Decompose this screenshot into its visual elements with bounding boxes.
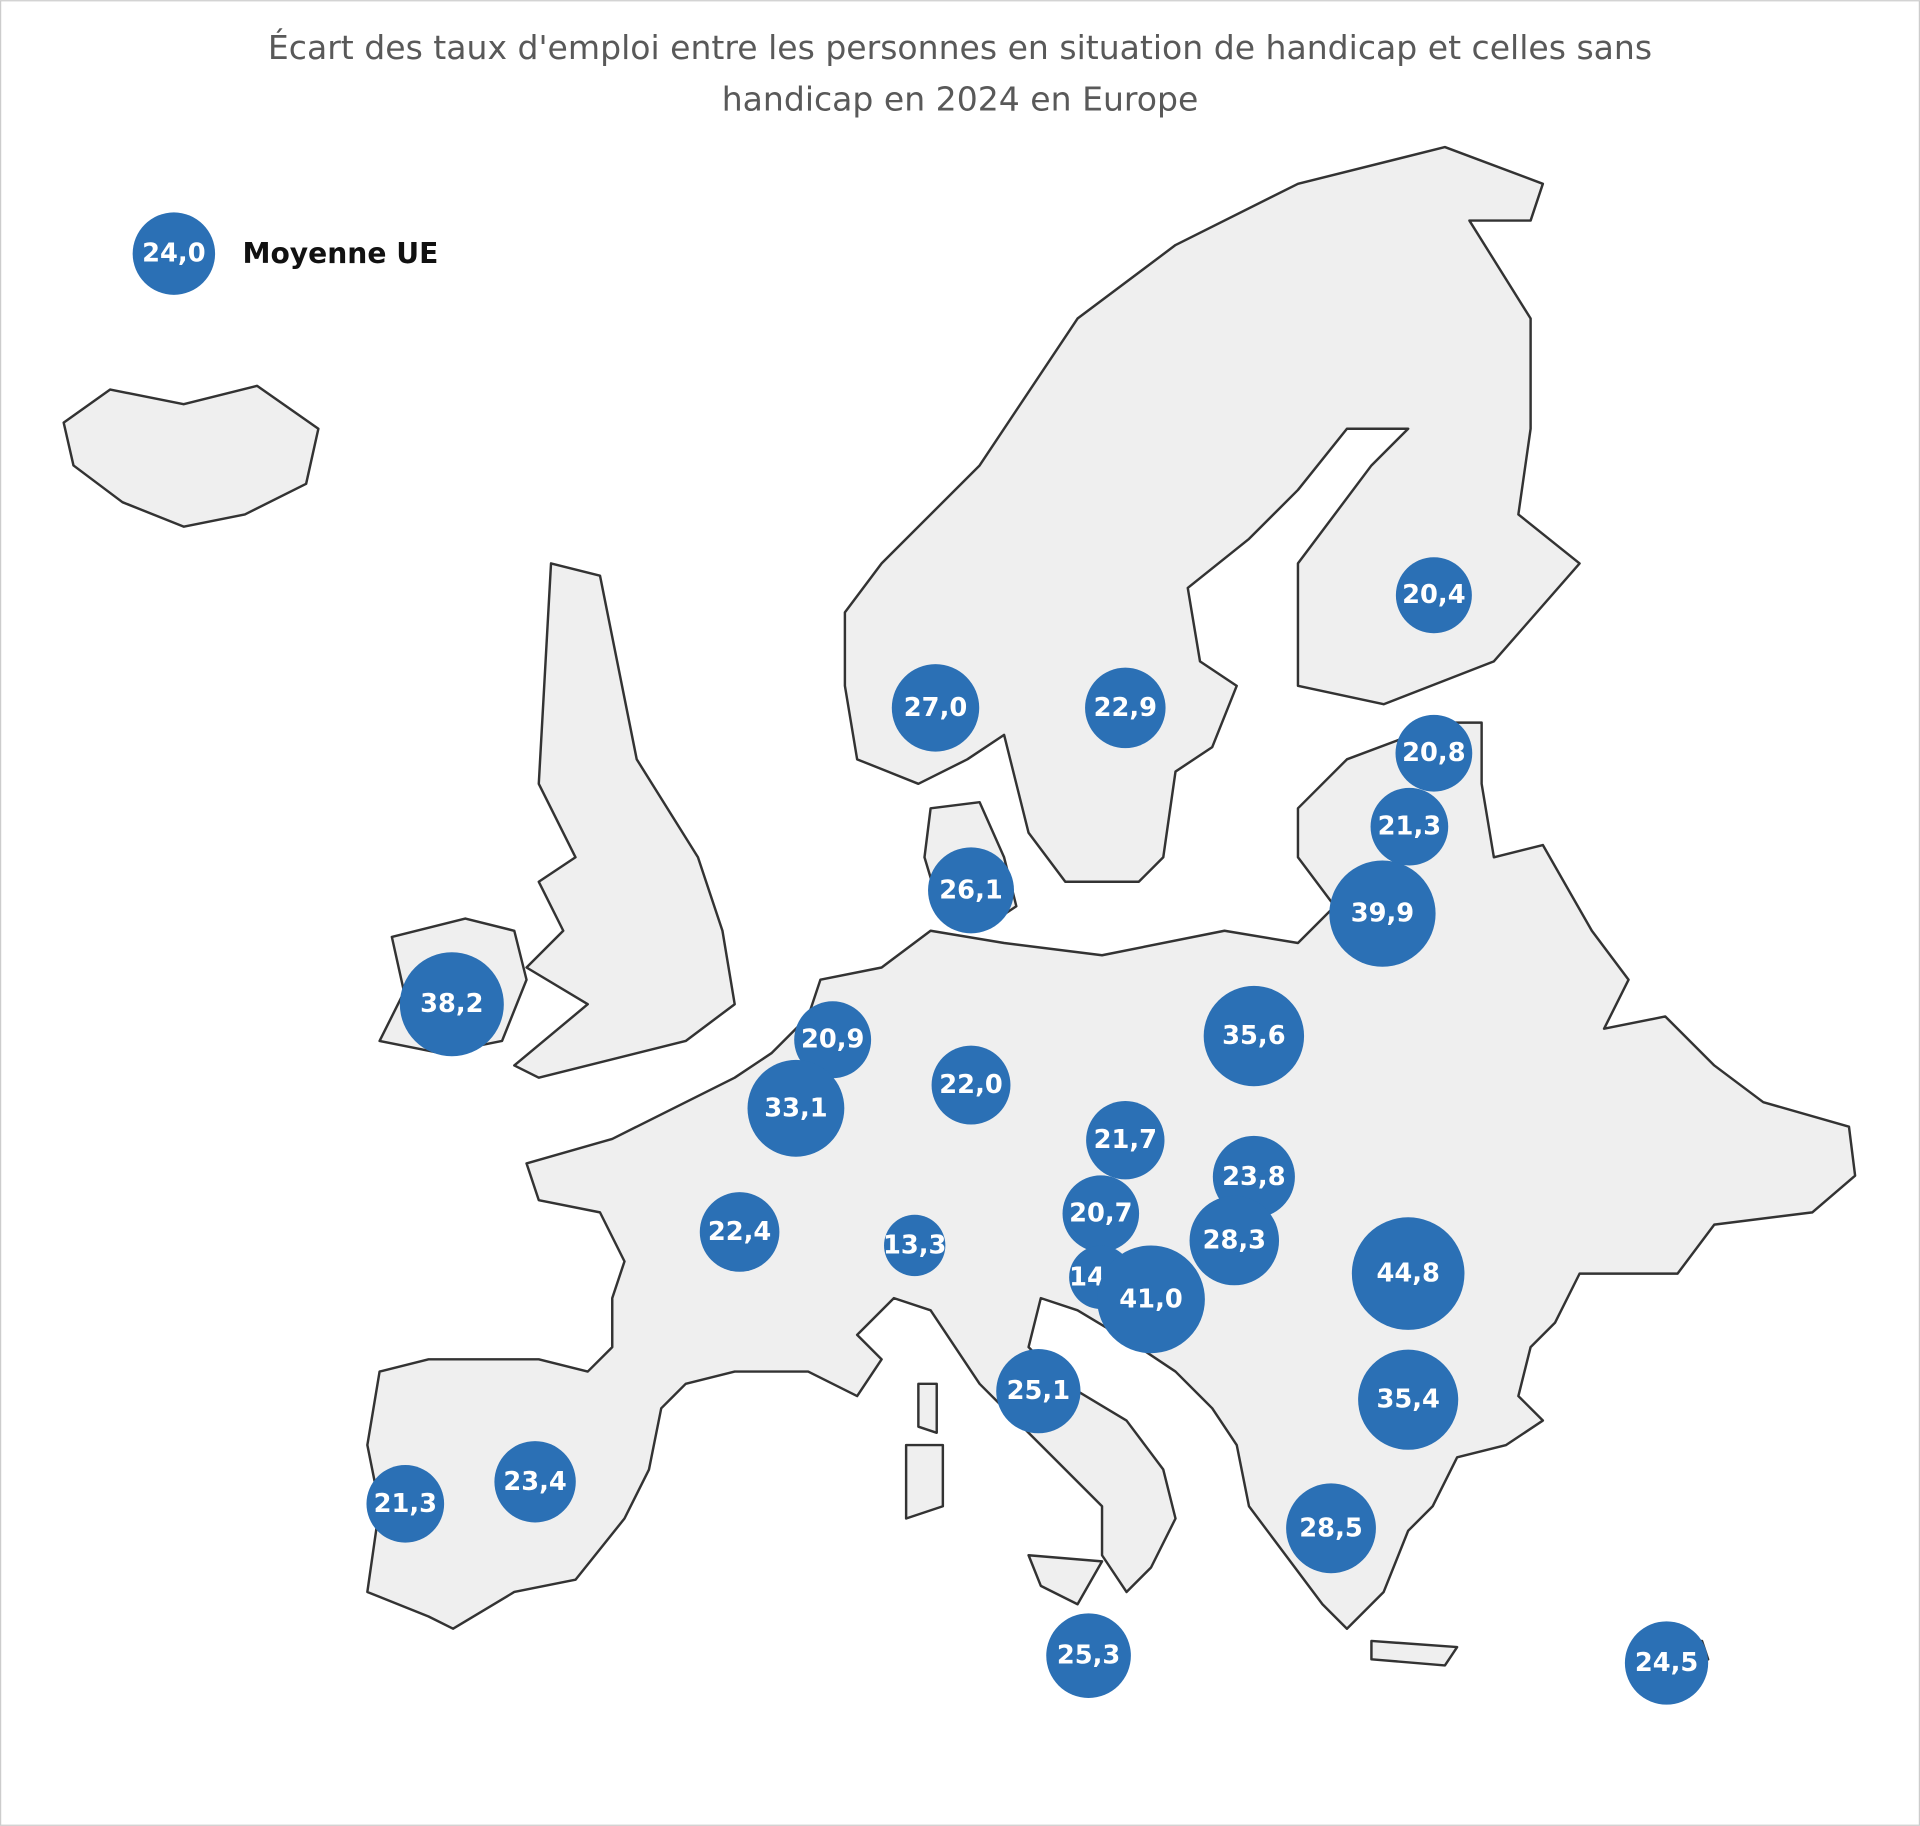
scandinavia bbox=[843, 145, 1581, 883]
bubble-label: 21,3 bbox=[1378, 812, 1441, 842]
bubble bbox=[399, 952, 504, 1057]
bubble bbox=[1086, 1100, 1165, 1180]
legend-bubble bbox=[132, 212, 216, 295]
bubble-label: 20,4 bbox=[1402, 580, 1465, 610]
bubble-label: 20,8 bbox=[1402, 738, 1465, 768]
bubble bbox=[928, 847, 1014, 934]
title-line: handicap en 2024 en Europe bbox=[722, 79, 1199, 118]
bubble bbox=[1351, 1217, 1465, 1330]
bubble-label: 25,3 bbox=[1057, 1641, 1120, 1671]
bubble-label: 20,7 bbox=[1069, 1199, 1132, 1229]
sicily bbox=[1027, 1554, 1104, 1606]
bubble bbox=[1189, 1195, 1280, 1286]
bubble bbox=[1395, 714, 1473, 792]
bubble-label: 44,8 bbox=[1376, 1259, 1439, 1289]
title-line: Écart des taux d'emploi entre les person… bbox=[268, 27, 1652, 67]
bubble bbox=[366, 1464, 445, 1543]
bubble bbox=[747, 1059, 845, 1157]
bubble bbox=[1062, 1175, 1140, 1252]
bubble bbox=[996, 1349, 1081, 1434]
bubble bbox=[794, 1001, 872, 1079]
bubble bbox=[931, 1045, 1011, 1125]
bubble-label: 21,3 bbox=[374, 1489, 437, 1519]
bubble-label: 22,0 bbox=[939, 1070, 1002, 1100]
bubble bbox=[1370, 787, 1449, 866]
bubble bbox=[1046, 1613, 1131, 1698]
legend-label: Moyenne UE bbox=[242, 237, 438, 270]
bubble-label: 39,9 bbox=[1351, 899, 1414, 929]
bubble bbox=[891, 664, 980, 752]
bubble-label: 13,3 bbox=[883, 1230, 946, 1260]
bubble-label: 35,4 bbox=[1376, 1385, 1439, 1415]
legend-bubble-label: 24,0 bbox=[142, 239, 205, 269]
bubble-label: 22,4 bbox=[708, 1217, 771, 1247]
crete bbox=[1370, 1639, 1459, 1667]
bubble bbox=[699, 1192, 780, 1272]
bubble-label: 33,1 bbox=[764, 1093, 827, 1123]
bubble bbox=[1097, 1245, 1205, 1354]
bubble-label: 26,1 bbox=[939, 875, 1002, 905]
bubble bbox=[1085, 667, 1166, 749]
corsica bbox=[917, 1382, 938, 1435]
bubble bbox=[1203, 985, 1305, 1087]
great-britain bbox=[513, 562, 736, 1079]
bubble-label: 25,1 bbox=[1007, 1376, 1070, 1406]
bubble-label: 24,5 bbox=[1635, 1648, 1698, 1678]
bubble bbox=[1395, 557, 1472, 634]
bubble bbox=[1329, 860, 1436, 967]
bubble-label: 20,9 bbox=[801, 1025, 864, 1055]
bubble-label: 23,4 bbox=[503, 1467, 566, 1497]
bubble-label: 38,2 bbox=[420, 989, 483, 1019]
iceland bbox=[62, 384, 320, 528]
sardinia bbox=[904, 1443, 945, 1520]
bubble bbox=[1624, 1621, 1709, 1705]
bubble bbox=[1358, 1349, 1459, 1450]
bubble bbox=[884, 1214, 946, 1277]
bubble-label: 22,9 bbox=[1094, 693, 1157, 723]
bubble-label: 23,8 bbox=[1222, 1162, 1285, 1192]
bubble-label: 28,3 bbox=[1203, 1226, 1266, 1256]
bubble-label: 28,5 bbox=[1299, 1513, 1362, 1543]
bubble bbox=[1286, 1483, 1376, 1574]
bubble-label: 27,0 bbox=[904, 693, 967, 723]
bubble bbox=[494, 1441, 576, 1523]
bubble-label: 41,0 bbox=[1119, 1284, 1182, 1314]
bubble-label: 21,7 bbox=[1094, 1125, 1157, 1155]
bubble-label: 35,6 bbox=[1222, 1021, 1285, 1051]
